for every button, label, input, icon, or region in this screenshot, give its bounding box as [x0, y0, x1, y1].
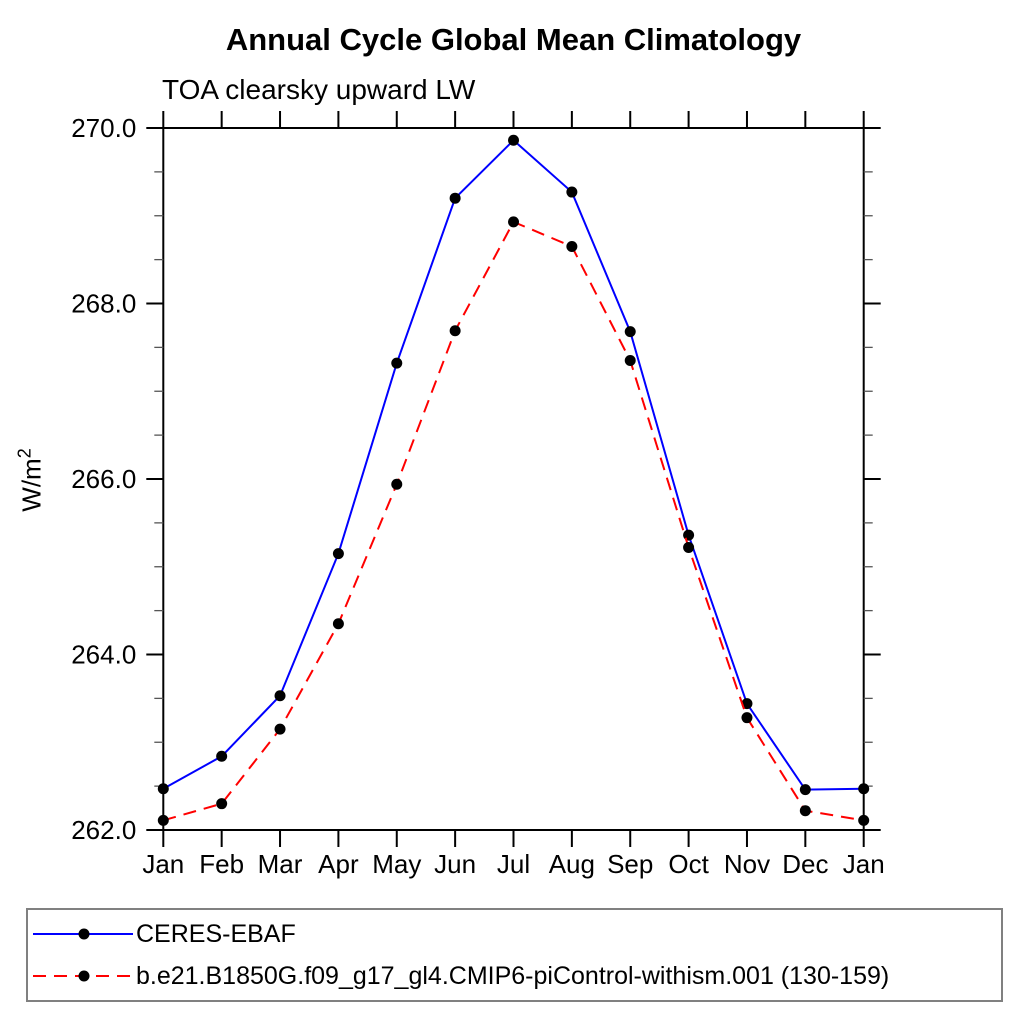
- series-1-data-point: [391, 478, 403, 490]
- series-1-data-point: [683, 541, 695, 553]
- series-0-data-point: [449, 192, 461, 204]
- x-tick-label: Oct: [668, 849, 709, 879]
- legend-marker-icon: [78, 970, 90, 982]
- series-0-data-point: [157, 783, 169, 795]
- x-tick-label: Jun: [434, 849, 476, 879]
- legend-item: CERES-EBAF: [28, 913, 1001, 955]
- series-0-data-point: [391, 357, 403, 369]
- series-0-data-point: [799, 784, 811, 796]
- series-1-data-point: [157, 814, 169, 826]
- series-1-data-point: [566, 240, 578, 252]
- y-tick-label: 268.0: [71, 289, 136, 319]
- series-1-data-point: [216, 798, 228, 810]
- series-0-data-point: [683, 529, 695, 541]
- x-tick-label: Mar: [258, 849, 303, 879]
- series-1-data-point: [274, 723, 286, 735]
- series-1-data-point: [799, 805, 811, 817]
- legend-line-sample: [33, 970, 133, 982]
- series-0-data-point: [624, 326, 636, 338]
- series-0-data-point: [332, 548, 344, 560]
- series-1-data-point: [508, 216, 519, 228]
- series-line-1: [163, 220, 864, 822]
- series-1-data-point: [449, 325, 461, 337]
- series-1-data-point: [741, 712, 753, 724]
- y-tick-label: 266.0: [71, 464, 136, 494]
- legend-item-label: b.e21.B1850G.f09_g17_gl4.CMIP6-piControl…: [136, 961, 890, 990]
- series-0-data-point: [858, 783, 870, 795]
- series-0-data-point: [508, 134, 519, 146]
- y-tick-label: 262.0: [71, 815, 136, 845]
- legend-marker-icon: [78, 928, 90, 940]
- chart-subtitle: TOA clearsky upward LW: [162, 74, 476, 105]
- y-tick-label: 264.0: [71, 640, 136, 670]
- series-0-data-point: [741, 698, 753, 710]
- series-0-data-point: [566, 186, 578, 198]
- legend-item-label: CERES-EBAF: [136, 919, 296, 948]
- legend-line-sample: [33, 928, 133, 940]
- x-tick-label: Dec: [782, 849, 828, 879]
- series-1-data-point: [332, 618, 344, 630]
- legend-box: CERES-EBAF b.e21.B1850G.f09_g17_gl4.CMIP6…: [26, 908, 1003, 1002]
- x-tick-label: Sep: [607, 849, 653, 879]
- x-tick-label: Jan: [142, 849, 184, 879]
- x-tick-label: Jul: [497, 849, 530, 879]
- x-tick-label: Feb: [199, 849, 244, 879]
- x-tick-label: Jan: [843, 849, 885, 879]
- chart-title: Annual Cycle Global Mean Climatology: [225, 22, 802, 57]
- x-tick-label: Nov: [724, 849, 770, 879]
- series-1-data-point: [858, 814, 870, 826]
- series-0-data-point: [274, 690, 286, 702]
- series-0-data-point: [216, 750, 228, 762]
- x-tick-label: Apr: [318, 849, 359, 879]
- series-1-data-point: [624, 355, 636, 367]
- x-tick-label: Aug: [549, 849, 595, 879]
- x-tick-label: May: [372, 849, 421, 879]
- y-tick-label: 270.0: [71, 113, 136, 143]
- legend-item: b.e21.B1850G.f09_g17_gl4.CMIP6-piControl…: [28, 955, 1001, 997]
- series-line-0: [162, 138, 864, 791]
